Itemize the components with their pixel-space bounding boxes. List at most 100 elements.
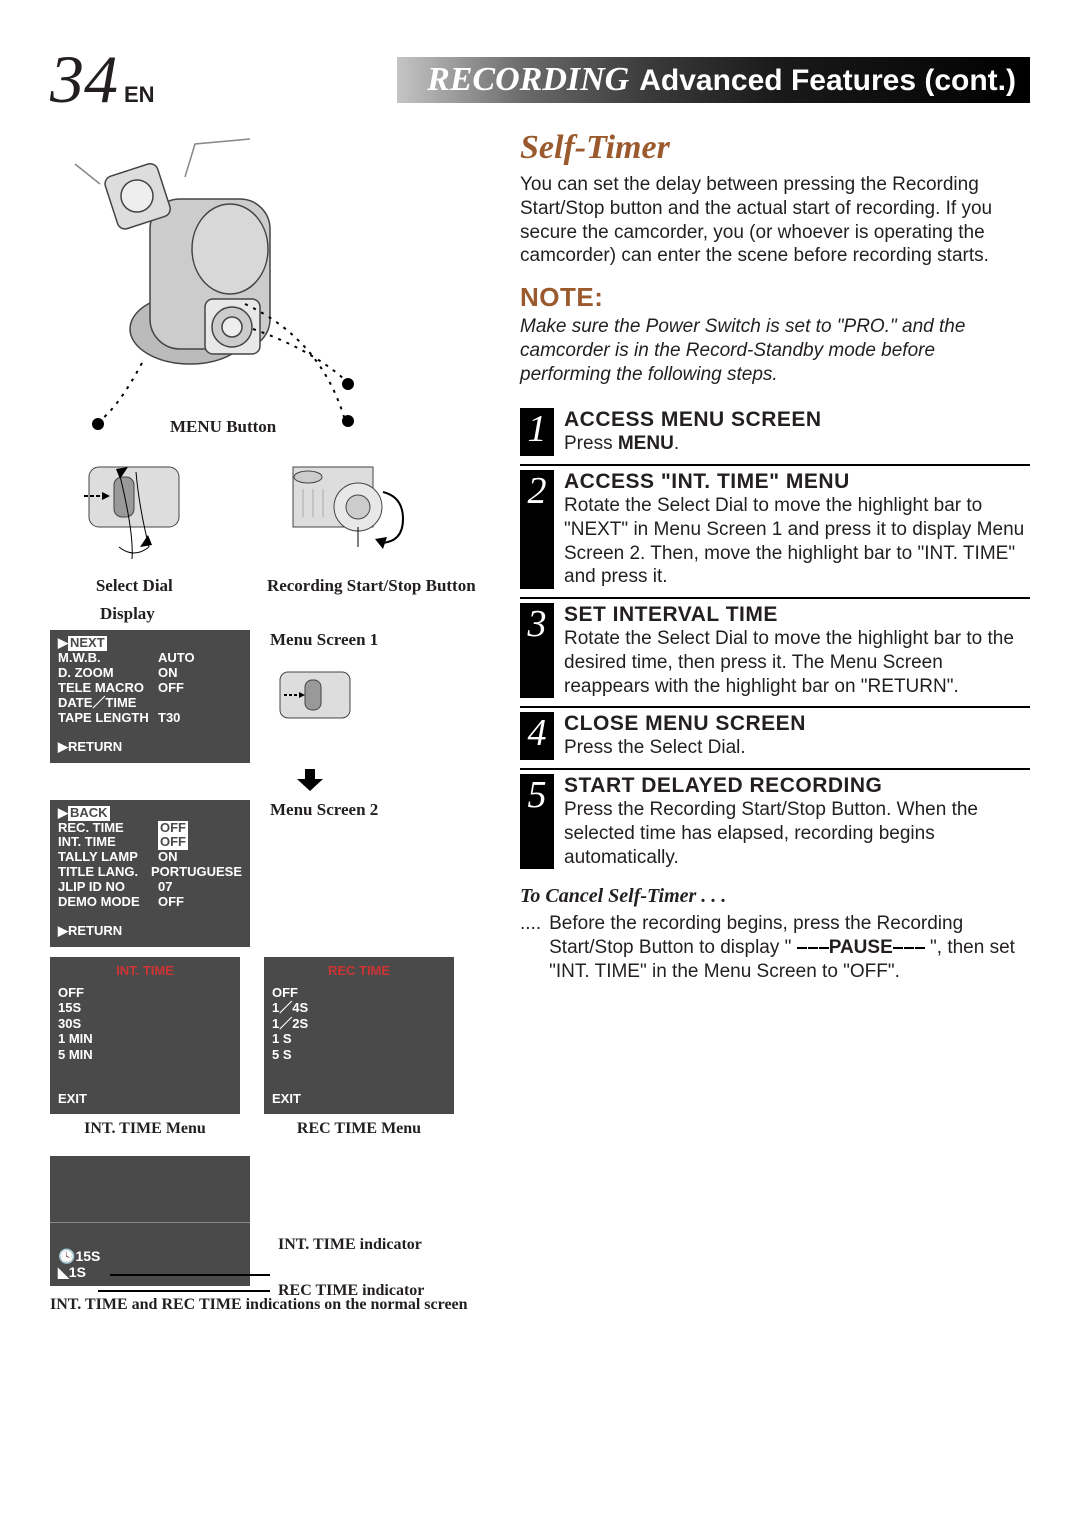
menu-key: TELE MACRO (58, 681, 158, 696)
ind-int-val: 15S (75, 1248, 100, 1264)
menu-option: 5 S (272, 1047, 446, 1063)
menu-key: JLIP ID NO (58, 880, 158, 895)
header-banner: RECORDING Advanced Features (cont.) (397, 57, 1030, 103)
rec-time-exit: EXIT (272, 1091, 446, 1107)
dial-row: Select Dial Recording Start/Stop Button (50, 447, 480, 596)
menu-screen-1: ▶NEXT M.W.B.AUTOD. ZOOMONTELE MACROOFFDA… (50, 630, 250, 763)
int-time-caption: INT. TIME Menu (50, 1120, 240, 1138)
int-time-menu: INT. TIME OFF15S30S1 MIN5 MIN EXIT (50, 957, 240, 1114)
step-number: 5 (520, 774, 554, 869)
intro-text: You can set the delay between pressing t… (520, 173, 1030, 268)
menu1-highlight: NEXT (68, 636, 107, 651)
left-column: MENU Button Select Dial (50, 129, 480, 1314)
step-title: SET INTERVAL TIME (564, 603, 1030, 627)
step: 5 START DELAYED RECORDINGPress the Record… (520, 768, 1030, 869)
ind-rec-label: REC TIME indicator (278, 1282, 424, 1300)
menu-val: ON (158, 666, 178, 681)
menu-option: OFF (272, 985, 446, 1001)
note-title: NOTE: (520, 282, 1030, 313)
pause-icon-left (797, 947, 829, 949)
header-subtitle: Advanced Features (cont.) (639, 64, 1016, 98)
label-rec-button: Recording Start/Stop Button (267, 576, 476, 596)
step-number: 3 (520, 603, 554, 698)
page-header: 34 EN RECORDING Advanced Features (cont.… (50, 40, 1030, 119)
page-lang: EN (124, 82, 155, 108)
menu-key: TALLY LAMP (58, 850, 158, 865)
menu-key: TITLE LANG. (58, 865, 151, 880)
select-dial-drawing (54, 447, 214, 567)
right-column: Self-Timer You can set the delay between… (520, 129, 1030, 1314)
camcorder-illustration: MENU Button (50, 129, 480, 439)
rec-button-drawing (253, 447, 413, 567)
rec-button-block: Recording Start/Stop Button (253, 447, 476, 596)
rec-time-menu: REC TIME OFF1／4S1／2S1 S5 S EXIT (264, 957, 454, 1114)
label-screen2: Menu Screen 2 (270, 800, 378, 820)
menu2-highlight: BACK (68, 806, 110, 821)
label-select-dial: Select Dial (54, 576, 214, 596)
step-number: 2 (520, 470, 554, 589)
note-body: Make sure the Power Switch is set to "PR… (520, 315, 1030, 386)
menu-val: OFF (158, 681, 184, 696)
menu1-return: RETURN (68, 739, 122, 754)
menu-key: M.W.B. (58, 651, 158, 666)
menu-val: 07 (158, 880, 172, 895)
menu-val: ON (158, 850, 178, 865)
step-title: ACCESS "INT. TIME" MENU (564, 470, 1030, 494)
menu-val: OFF (158, 835, 188, 850)
menu-key: INT. TIME (58, 835, 158, 850)
select-dial-block: Select Dial (54, 447, 214, 596)
step-text: Press the Recording Start/Stop Button. W… (564, 798, 1030, 869)
ind-rec-val: 1S (69, 1264, 86, 1280)
menu-option: 1 MIN (58, 1031, 232, 1047)
menu-screen-2: ▶BACK REC. TIMEOFFINT. TIMEOFFTALLY LAMP… (50, 800, 250, 948)
menu-option: 15S (58, 1000, 232, 1016)
menu-option: 30S (58, 1016, 232, 1032)
menu-val: T30 (158, 711, 180, 726)
cancel-title: To Cancel Self-Timer . . . (520, 885, 1030, 908)
int-time-title: INT. TIME (58, 963, 232, 979)
step-title: START DELAYED RECORDING (564, 774, 1030, 798)
menu-val: AUTO (158, 651, 195, 666)
menu2-return: RETURN (68, 923, 122, 938)
step: 3 SET INTERVAL TIMERotate the Select Dial… (520, 597, 1030, 698)
step-number: 4 (520, 712, 554, 760)
step: 2 ACCESS "INT. TIME" MENURotate the Selec… (520, 464, 1030, 589)
menu-option: 1／2S (272, 1016, 446, 1032)
label-display: Display (100, 604, 480, 624)
menu-option: 5 MIN (58, 1047, 232, 1063)
menu-option: 1 S (272, 1031, 446, 1047)
menu-key: DATE／TIME (58, 696, 158, 711)
section-title: Self-Timer (520, 129, 1030, 167)
page-number-value: 34 (50, 40, 118, 119)
step-text: Rotate the Select Dial to move the highl… (564, 627, 1030, 698)
step-text: Press the Select Dial. (564, 736, 1030, 760)
step-number: 1 (520, 408, 554, 456)
step-text: Rotate the Select Dial to move the highl… (564, 494, 1030, 589)
indicator-screen: 🕓15S ◣1S (50, 1156, 250, 1286)
step: 4CLOSE MENU SCREENPress the Select Dial. (520, 706, 1030, 760)
cancel-text: Before the recording begins, press the R… (549, 912, 1030, 983)
page-number: 34 EN (50, 40, 155, 119)
header-category: RECORDING (427, 61, 629, 99)
rec-time-title: REC TIME (272, 963, 446, 979)
rec-time-caption: REC TIME Menu (264, 1120, 454, 1138)
menu-val: OFF (158, 895, 184, 910)
menu-option: 1／4S (272, 1000, 446, 1016)
pause-icon-right (893, 947, 925, 949)
cancel-body: .... Before the recording begins, press … (520, 912, 1030, 983)
int-time-exit: EXIT (58, 1091, 232, 1107)
menu-key: D. ZOOM (58, 666, 158, 681)
step-title: ACCESS MENU SCREEN (564, 408, 1030, 432)
arrow-down-icon (140, 769, 480, 796)
label-screen1: Menu Screen 1 (270, 630, 378, 650)
menu-val: OFF (158, 821, 188, 836)
menu-key: DEMO MODE (58, 895, 158, 910)
step: 1 ACCESS MENU SCREENPress MENU. (520, 404, 1030, 456)
camcorder-drawing (50, 129, 480, 439)
menu-key: REC. TIME (58, 821, 158, 836)
menu-option: OFF (58, 985, 232, 1001)
cancel-dots: .... (520, 912, 541, 983)
dial-mini-icon (270, 664, 360, 734)
menu-key: TAPE LENGTH (58, 711, 158, 726)
step-text: Press MENU. (564, 432, 1030, 456)
